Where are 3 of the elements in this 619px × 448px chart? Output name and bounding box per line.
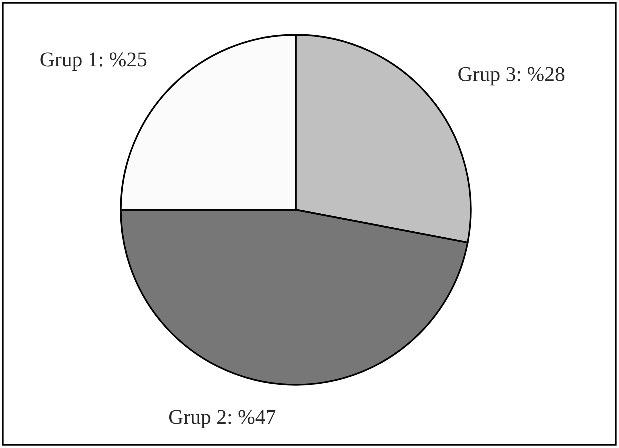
slice-label: Grup 2: %47 <box>169 410 276 429</box>
slice-label: Grup 1: %25 <box>40 52 147 71</box>
slice-label: Grup 3: %28 <box>458 67 565 86</box>
